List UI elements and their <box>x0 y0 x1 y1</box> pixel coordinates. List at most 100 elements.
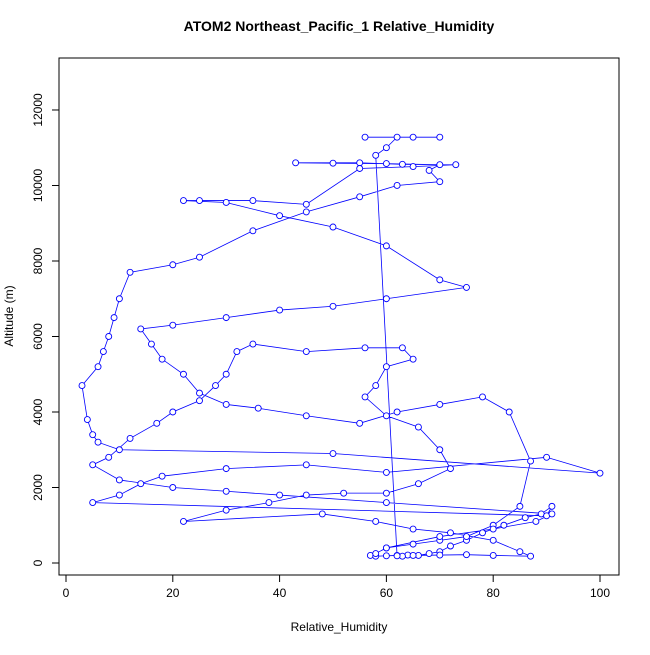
data-point <box>398 344 406 352</box>
data-point <box>414 480 422 488</box>
y-tick-label: 0 <box>31 559 45 566</box>
data-point <box>516 548 524 556</box>
data-point <box>548 510 556 518</box>
data-point <box>361 344 369 352</box>
data-point <box>249 197 257 205</box>
data-point <box>222 314 230 322</box>
y-tick-label: 4000 <box>31 398 45 425</box>
data-point <box>532 518 540 525</box>
data-point <box>409 551 417 559</box>
data-point <box>382 499 390 507</box>
data-point <box>372 151 380 159</box>
data-point <box>372 518 380 525</box>
data-point <box>521 514 529 522</box>
data-point <box>78 382 86 390</box>
y-axis-label: Altitude (m) <box>2 285 16 346</box>
data-point <box>94 438 102 446</box>
data-point <box>516 502 524 510</box>
data-point <box>302 208 310 216</box>
x-tick-label: 40 <box>273 586 287 600</box>
data-point <box>153 419 161 427</box>
data-point <box>276 491 284 499</box>
x-tick-label: 80 <box>487 586 501 600</box>
data-point <box>83 416 91 423</box>
data-point <box>409 525 417 533</box>
data-point <box>382 295 390 303</box>
data-point <box>126 268 134 276</box>
data-point <box>452 161 460 169</box>
data-point <box>329 223 337 231</box>
data-point <box>180 370 187 378</box>
data-point <box>196 397 203 405</box>
data-point <box>302 491 310 499</box>
data-point <box>265 499 273 507</box>
data-point <box>329 159 337 167</box>
data-point <box>302 412 310 420</box>
data-point <box>414 423 422 431</box>
data-point <box>169 261 177 269</box>
data-point <box>436 178 444 186</box>
data-point <box>302 200 310 208</box>
data-point <box>356 159 364 167</box>
data-point <box>222 400 230 408</box>
data-point <box>489 536 497 544</box>
data-point <box>489 551 497 559</box>
data-point <box>169 484 177 491</box>
data-point <box>463 533 470 541</box>
data-point <box>361 133 369 141</box>
data-point <box>356 193 364 201</box>
x-tick-label: 20 <box>166 586 180 600</box>
data-point <box>361 393 369 401</box>
data-point <box>147 340 155 348</box>
y-tick-label: 2000 <box>31 474 45 501</box>
data-point <box>115 491 123 499</box>
data-point <box>180 197 187 205</box>
data-point <box>436 276 444 284</box>
data-point <box>382 468 390 476</box>
data-point <box>393 182 401 189</box>
data-point <box>254 404 262 412</box>
chart-title: ATOM2 Northeast_Pacific_1 Relative_Humid… <box>184 18 495 34</box>
data-point <box>398 160 406 168</box>
data-point <box>222 199 230 206</box>
data-point <box>158 355 166 363</box>
data-point <box>372 382 380 390</box>
data-point <box>169 408 177 416</box>
data-point <box>527 552 535 560</box>
data-point <box>382 552 390 560</box>
data-point <box>425 166 433 174</box>
y-tick-label: 12000 <box>31 93 45 127</box>
data-point <box>548 502 556 510</box>
data-point <box>276 212 284 220</box>
data-point <box>180 518 187 525</box>
data-point <box>222 465 230 473</box>
y-tick-label: 10000 <box>31 168 45 202</box>
data-point <box>479 529 486 537</box>
data-point <box>447 465 454 473</box>
data-point <box>596 469 604 477</box>
data-point <box>409 133 417 141</box>
data-point <box>356 419 364 427</box>
data-point <box>292 159 300 167</box>
x-tick-label: 60 <box>380 586 394 600</box>
data-point <box>222 487 230 495</box>
data-point <box>356 165 364 172</box>
data-point <box>436 400 444 408</box>
y-tick-label: 8000 <box>31 247 45 274</box>
data-point <box>89 499 97 507</box>
data-point <box>329 302 337 310</box>
data-point <box>382 412 390 420</box>
data-point <box>382 363 390 371</box>
data-point <box>382 544 390 552</box>
data-point <box>137 480 145 488</box>
data-point <box>318 510 326 518</box>
data-point <box>436 161 444 169</box>
data-point <box>436 533 444 541</box>
data-point <box>115 295 123 303</box>
data-point <box>212 382 219 390</box>
data-point <box>137 325 145 333</box>
data-point <box>105 453 113 461</box>
data-point <box>372 550 380 558</box>
data-point <box>382 160 390 168</box>
